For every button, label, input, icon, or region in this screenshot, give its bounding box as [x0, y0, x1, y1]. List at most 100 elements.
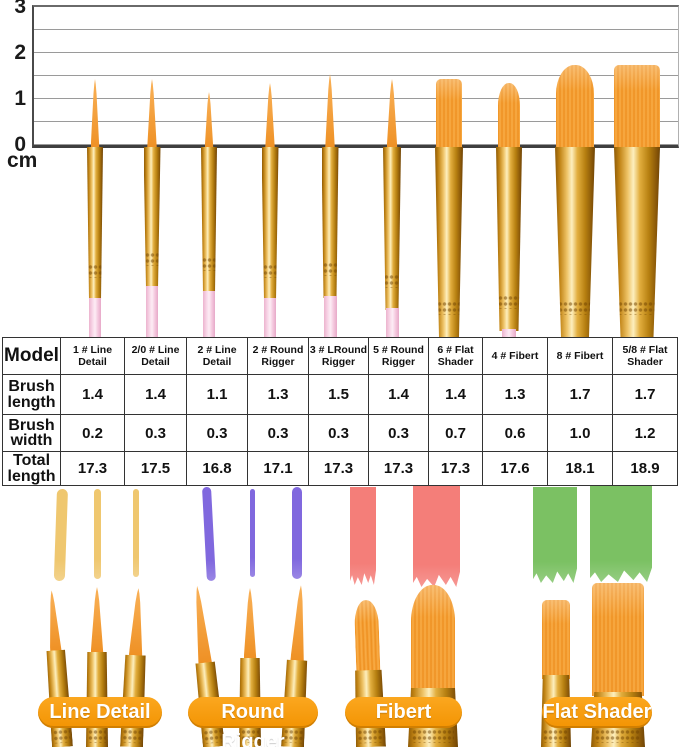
top-brush-2-0-line-detail: [143, 79, 161, 337]
brush-handle: [264, 298, 276, 337]
spec-table: Model 1 # Line Detail 2/0 # Line Detail 2 #…: [2, 337, 678, 486]
table-value-r1-c3: 0.3: [247, 414, 309, 452]
top-brush-6-flat-shader: [435, 79, 463, 337]
brush-bristles: [498, 83, 520, 150]
brush-bristles: [90, 79, 100, 152]
table-col-header-1: 2/0 # Line Detail: [124, 337, 187, 375]
table-value-r2-c0: 17.3: [60, 451, 125, 486]
ruler-tick-2: 2: [14, 41, 26, 64]
table-col-header-9: 5/8 # Flat Shader: [612, 337, 678, 375]
ferrule-crimp: [498, 295, 520, 309]
paint-stroke-1: [94, 489, 101, 579]
table-value-r2-c6: 17.3: [428, 451, 483, 486]
group-label-flat-shader: Flat Shader: [542, 697, 652, 728]
ruler-tick-0: 0: [14, 133, 26, 156]
table-value-r2-c4: 17.3: [308, 451, 369, 486]
table-value-r1-c1: 0.3: [124, 414, 187, 452]
table-col-header-0: 1 # Line Detail: [60, 337, 125, 375]
brush-bristles: [147, 79, 157, 152]
ruler-unit-label: cm: [7, 149, 38, 172]
table-corner-model: Model: [2, 337, 61, 375]
table-value-r1-c7: 0.6: [482, 414, 548, 452]
brush-bristles: [190, 585, 212, 667]
ferrule-crimp: [617, 301, 657, 315]
table-value-r2-c8: 18.1: [547, 451, 613, 486]
table-row-label-1: Brush width: [2, 414, 61, 452]
table-value-r1-c0: 0.2: [60, 414, 125, 452]
ferrule-crimp: [283, 729, 303, 744]
brush-ferrule: [143, 147, 161, 288]
brush-handle: [502, 329, 516, 337]
table-value-r2-c3: 17.1: [247, 451, 309, 486]
ferrule-crimp: [543, 729, 569, 743]
brush-ferrule: [614, 147, 660, 337]
table-col-header-3: 2 # Round Rigger: [247, 337, 309, 375]
table-value-r2-c5: 17.3: [368, 451, 429, 486]
brush-bristles: [353, 599, 381, 675]
brush-handle: [385, 308, 399, 337]
ferrule-crimp: [322, 262, 338, 276]
table-value-r0-c2: 1.1: [186, 374, 248, 415]
ruler-tick-3: 3: [14, 0, 26, 18]
table-value-r0-c0: 1.4: [60, 374, 125, 415]
brush-bristles: [436, 79, 462, 150]
table-value-r2-c7: 17.6: [482, 451, 548, 486]
ferrule-crimp: [262, 264, 278, 278]
paint-stroke-4: [250, 489, 255, 577]
paint-stroke-8: [533, 487, 577, 583]
brush-handle: [89, 298, 101, 337]
table-value-r1-c8: 1.0: [547, 414, 613, 452]
group-label-round-rigger: Round Rigger: [188, 697, 318, 747]
paint-stroke-0: [53, 488, 68, 582]
brush-bristles: [592, 583, 644, 696]
group-label-line-detail: Line Detail: [38, 697, 162, 728]
table-value-r1-c4: 0.3: [308, 414, 369, 452]
ruler-tick-1: 1: [14, 87, 26, 110]
brush-bristles: [265, 83, 275, 152]
paint-stroke-9: [590, 486, 652, 582]
ferrule-crimp: [88, 264, 102, 278]
ferrule-crimp: [52, 728, 71, 743]
paint-stroke-6: [350, 487, 376, 585]
ferrule-crimp: [558, 301, 592, 315]
brush-bristles: [243, 588, 257, 662]
brush-ferrule: [496, 147, 522, 331]
paint-stroke-2: [133, 489, 139, 577]
ferrule-crimp: [412, 729, 454, 743]
top-brush-5-8-flat-shader: [614, 65, 660, 337]
brush-bristles: [45, 590, 61, 655]
paint-stroke-5: [292, 487, 302, 579]
table-value-r0-c6: 1.4: [428, 374, 483, 415]
table-value-r0-c9: 1.7: [612, 374, 678, 415]
table-col-header-6: 6 # Flat Shader: [428, 337, 483, 375]
table-value-r0-c4: 1.5: [308, 374, 369, 415]
brush-ferrule: [87, 147, 103, 300]
top-brush-8-fibert: [555, 65, 595, 337]
top-brush-3-lround-rigger: [321, 74, 339, 337]
table-value-r2-c9: 18.9: [612, 451, 678, 486]
table-col-header-5: 5 # Round Rigger: [368, 337, 429, 375]
brush-bristles: [325, 74, 335, 152]
paint-stroke-7: [413, 486, 460, 587]
table-row-label-0: Brush length: [2, 374, 61, 415]
brush-bristles: [614, 65, 660, 150]
ferrule-crimp: [202, 257, 216, 271]
table-col-header-8: 8 # Fibert: [547, 337, 613, 375]
brush-ferrule: [555, 147, 595, 337]
table-value-r2-c1: 17.5: [124, 451, 187, 486]
table-value-r0-c7: 1.3: [482, 374, 548, 415]
brush-handle: [323, 296, 337, 337]
table-row-label-2: Total length: [2, 451, 61, 486]
paint-stroke-3: [202, 486, 216, 582]
ferrule-crimp: [203, 728, 223, 744]
table-col-header-7: 4 # Fibert: [482, 337, 548, 375]
table-value-r0-c3: 1.3: [247, 374, 309, 415]
brush-bristles: [386, 79, 398, 152]
table-col-header-4: 3 # LRound Rigger: [308, 337, 369, 375]
ferrule-crimp: [595, 729, 641, 743]
ferrule-crimp: [240, 729, 260, 743]
top-brush-4-fibert: [496, 83, 522, 337]
brush-ferrule: [201, 147, 217, 293]
brush-bristles: [204, 92, 214, 152]
